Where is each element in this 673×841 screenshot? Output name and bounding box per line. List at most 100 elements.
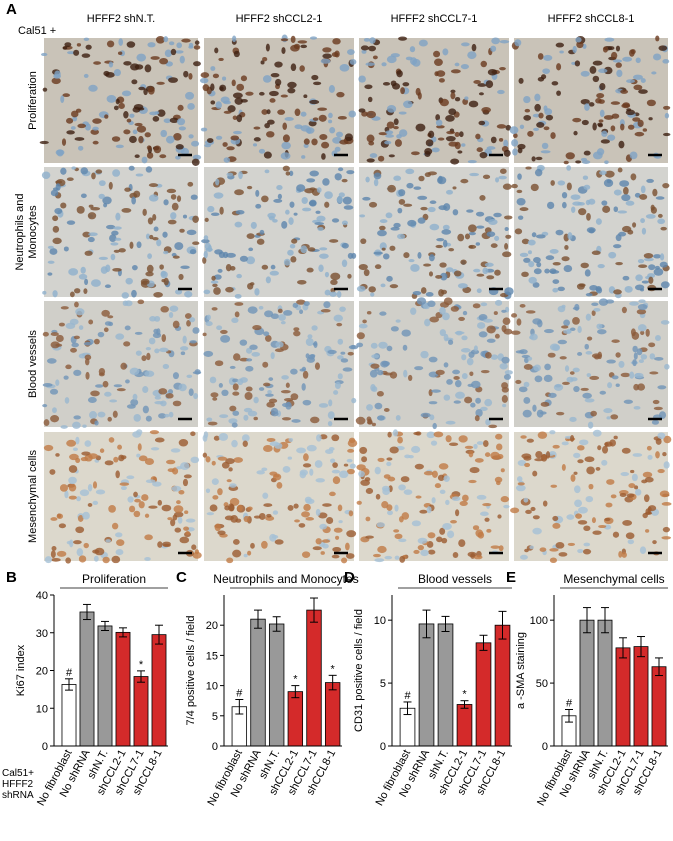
cell: [223, 110, 232, 114]
cell: [56, 149, 64, 157]
cell: [160, 270, 167, 277]
x-axis-label: Cal51+: [2, 768, 34, 779]
cell: [437, 175, 443, 184]
cell: [478, 314, 488, 321]
cell: [80, 193, 87, 199]
y-axis-label: 7/4 positive cells / field: [185, 615, 197, 725]
cell: [132, 129, 138, 135]
cell: [459, 131, 464, 138]
cell: [566, 165, 572, 171]
cell: [657, 432, 666, 440]
cell: [473, 443, 478, 450]
cell: [400, 87, 405, 95]
cell: [42, 404, 48, 408]
cell: [407, 219, 417, 227]
cell: [592, 122, 597, 131]
cell: [246, 185, 253, 190]
cell: [293, 327, 300, 332]
cell: [365, 62, 375, 67]
cell: [494, 269, 501, 276]
cell: [378, 341, 388, 349]
cell: [220, 329, 228, 335]
cell: [88, 84, 98, 92]
cell: [586, 373, 592, 378]
cell: [276, 481, 283, 489]
cell: [70, 126, 76, 130]
cell: [621, 306, 627, 314]
y-tick-label: 5: [212, 711, 218, 723]
cell: [583, 150, 591, 156]
cell: [400, 476, 410, 483]
cell: [300, 245, 308, 254]
cell: [434, 483, 442, 489]
cell: [307, 334, 313, 339]
cell: [85, 371, 90, 380]
cell: [563, 160, 569, 165]
cell: [418, 39, 428, 47]
cell: [52, 290, 58, 298]
cell: [308, 354, 315, 360]
cell: [627, 124, 635, 130]
cell: [217, 488, 223, 496]
cell: [59, 484, 69, 492]
cell: [145, 479, 156, 484]
cell: [315, 478, 325, 483]
cell: [188, 134, 194, 139]
cell: [454, 331, 465, 335]
cell: [592, 429, 602, 437]
cell: [67, 51, 75, 55]
cell: [137, 443, 142, 451]
cell: [442, 239, 448, 248]
cell: [261, 195, 269, 203]
cell: [577, 520, 588, 525]
y-tick-label: 10: [374, 615, 386, 627]
cell: [655, 334, 661, 342]
cell: [398, 198, 406, 205]
cell: [258, 148, 266, 154]
y-tick-label: 20: [206, 620, 218, 632]
cell: [544, 363, 551, 371]
cell: [331, 469, 340, 474]
cell: [186, 320, 191, 327]
cell: [262, 382, 271, 387]
cell: [389, 446, 399, 454]
cell: [344, 133, 354, 142]
cell: [514, 39, 522, 47]
cell: [287, 249, 294, 256]
cell: [189, 249, 197, 255]
cell: [458, 435, 468, 443]
cell: [228, 467, 233, 472]
cell: [394, 555, 400, 560]
cell: [520, 435, 527, 439]
error-bar: [137, 670, 145, 683]
cell: [439, 489, 446, 495]
cell: [173, 505, 184, 513]
error-bar: [655, 657, 663, 677]
cell: [293, 503, 299, 509]
cell: [427, 300, 436, 308]
cell: [220, 96, 230, 104]
cell: [311, 74, 319, 81]
cell: [190, 431, 196, 437]
cell: [159, 264, 164, 270]
cell: [78, 325, 84, 330]
cell: [94, 547, 105, 556]
cell: [425, 292, 434, 297]
cell: [337, 167, 344, 172]
cell: [46, 358, 57, 364]
cell: [504, 215, 513, 220]
cell: [272, 473, 282, 481]
cell: [645, 529, 650, 533]
cell: [319, 134, 328, 140]
cell: [645, 328, 650, 337]
cell: [231, 317, 239, 324]
cell: [402, 82, 410, 87]
cell: [84, 278, 89, 286]
cell: [348, 345, 359, 350]
cell: [607, 134, 616, 141]
cell: [662, 451, 667, 457]
cell: [552, 261, 561, 266]
cell: [596, 323, 603, 330]
cell: [282, 165, 290, 172]
cell: [72, 421, 81, 429]
